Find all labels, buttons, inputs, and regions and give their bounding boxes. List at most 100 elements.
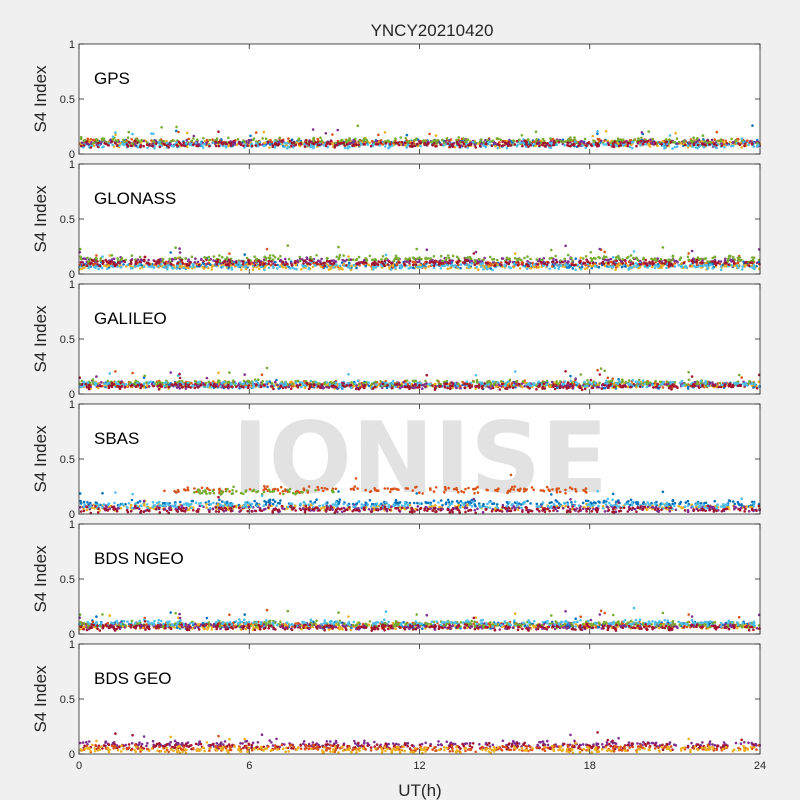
y-axis-label: S4 Index [31, 65, 50, 133]
panel-label: GPS [94, 69, 130, 88]
data-point [125, 139, 128, 142]
data-point [462, 142, 466, 146]
data-point [696, 265, 699, 269]
data-point [332, 266, 335, 269]
data-point [476, 262, 479, 265]
data-point [101, 255, 104, 258]
data-point [487, 265, 491, 268]
data-point [734, 138, 737, 142]
data-point [635, 144, 638, 148]
data-point [543, 145, 547, 148]
data-point [409, 266, 413, 269]
data-point [277, 387, 281, 390]
data-point [138, 255, 142, 259]
data-point [603, 139, 606, 142]
data-point [280, 139, 284, 142]
data-point [264, 258, 268, 262]
data-point [439, 267, 443, 270]
data-point [749, 140, 752, 143]
data-point [706, 267, 709, 271]
data-point [620, 265, 624, 269]
data-point [592, 139, 595, 142]
data-point [454, 264, 457, 267]
data-point [372, 268, 375, 271]
data-point [253, 264, 257, 267]
data-point [126, 136, 130, 139]
data-point [325, 257, 329, 261]
data-point [167, 146, 170, 149]
data-point [459, 386, 462, 390]
data-point [598, 256, 601, 260]
data-point [603, 369, 606, 373]
data-point [243, 373, 246, 376]
data-point [158, 140, 161, 144]
data-point [521, 385, 524, 389]
data-point [635, 256, 638, 260]
data-point [496, 146, 500, 150]
data-point [402, 380, 405, 384]
data-point [241, 262, 245, 266]
data-point [541, 137, 545, 141]
data-point [603, 250, 606, 254]
data-point [178, 247, 181, 250]
data-point [328, 259, 332, 263]
data-point [529, 257, 532, 261]
data-point [508, 144, 511, 147]
data-point [215, 137, 219, 140]
data-point [387, 146, 390, 150]
data-point [489, 255, 492, 259]
data-point [448, 259, 451, 262]
data-point [517, 261, 520, 264]
data-point [738, 259, 741, 262]
data-point [503, 141, 507, 144]
data-point [475, 265, 479, 269]
data-point [621, 262, 625, 265]
data-point [695, 258, 699, 262]
data-point [619, 141, 622, 144]
data-point [573, 136, 576, 139]
data-point [286, 262, 289, 266]
data-point [578, 261, 582, 265]
data-point [264, 265, 267, 268]
data-point [719, 138, 723, 142]
data-point [506, 257, 510, 261]
data-point [745, 260, 748, 264]
data-point [405, 146, 409, 149]
data-point [399, 136, 403, 139]
data-point [692, 142, 696, 146]
data-point [174, 129, 178, 133]
data-point [505, 146, 509, 150]
data-point [110, 140, 114, 143]
data-point [451, 145, 454, 148]
data-point [304, 265, 308, 268]
data-point [308, 263, 312, 266]
data-point [182, 266, 185, 270]
data-point [235, 261, 238, 264]
data-point [625, 139, 628, 143]
data-point [556, 386, 559, 390]
data-point [79, 135, 83, 139]
data-point [253, 255, 256, 258]
data-point [647, 142, 651, 146]
data-point [211, 138, 214, 141]
data-point [192, 143, 195, 146]
data-point [469, 257, 473, 260]
data-point [632, 264, 636, 268]
data-point [609, 257, 613, 261]
data-point [501, 140, 504, 144]
data-point [420, 257, 423, 261]
data-point [713, 138, 717, 141]
data-point [185, 262, 189, 266]
data-point [218, 254, 221, 257]
data-point [86, 256, 89, 260]
data-point [521, 263, 524, 266]
data-point [323, 264, 327, 268]
data-point [545, 263, 549, 267]
data-point [714, 141, 717, 144]
data-point [706, 260, 709, 263]
data-point [355, 143, 358, 146]
data-point [393, 257, 397, 261]
data-point [591, 262, 595, 265]
data-point [193, 261, 197, 264]
data-point [434, 382, 437, 386]
